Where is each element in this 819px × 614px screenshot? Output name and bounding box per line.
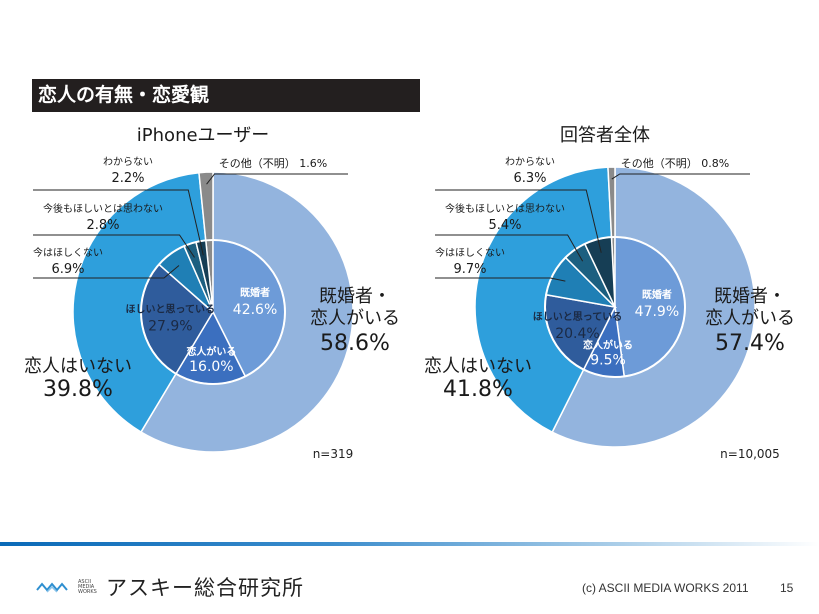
callout-label: 今はほしくない [33,246,103,259]
callout-value: 6.9% [51,262,84,277]
chart-title: 回答者全体 [560,125,650,146]
inner-slice-value: 42.6% [233,302,277,318]
pie-chart-iphone-users: iPhoneユーザーn=319既婚者42.6%恋人がいる16.0%ほしいと思って… [24,125,400,461]
callout-leader-line [611,173,750,180]
footer-divider [0,542,819,546]
callout-leader-line [435,189,602,253]
inner-slice-value: 27.9% [148,319,192,335]
callout-leader-line [435,277,566,282]
callout-label: 今後もほしいとは思わない [43,202,163,215]
logo-line: MEDIA [78,583,95,590]
outer-label: 恋人はいない [424,355,532,377]
outer-label: 恋人がいる [310,307,400,329]
callout-label: 今はほしくない [435,246,505,259]
sample-size-label: n=319 [313,447,354,461]
outer-label: 恋人はいない [24,355,132,377]
outer-label: 既婚者・ [714,286,786,307]
logo-name: アスキー総合研究所 [106,576,304,600]
logo-line: WORKS [78,588,97,595]
callout-other-label: その他（不明） 0.8% [621,157,729,170]
callout-value: 9.7% [453,262,486,277]
chart-title: iPhoneユーザー [137,125,269,146]
outer-value: 57.4% [715,331,785,356]
copyright: (c) ASCII MEDIA WORKS 2011 [582,581,749,595]
outer-label: 恋人がいる [705,307,795,329]
sample-size-label: n=10,005 [720,447,780,461]
callout-value: 6.3% [513,171,546,186]
callout-leader-line [33,265,180,279]
logo-line: ASCII [78,578,92,585]
callout-leader-line [435,234,584,262]
inner-slice-label: 恋人がいる [186,345,236,358]
inner-ring-border [140,239,286,385]
inner-slice-value: 20.4% [555,326,599,342]
callout-label: 今後もほしいとは思わない [445,202,565,215]
inner-slice-label: ほしいと思っている [126,304,216,316]
callout-other-label: その他（不明） 1.6% [219,157,327,170]
callout-value: 2.2% [111,171,144,186]
callout-label: わからない [103,156,153,168]
company-logo: ASCII MEDIA WORKS アスキー総合研究所 [36,572,304,602]
outer-value: 39.8% [43,377,113,402]
inner-ring-border [544,236,686,378]
callout-leader-line [206,173,348,185]
logo-small-text: ASCII MEDIA WORKS [78,578,100,595]
inner-slice-value: 9.5% [590,352,626,368]
inner-slice-value: 47.9% [635,304,679,320]
outer-value: 41.8% [443,377,513,402]
charts-canvas: iPhoneユーザーn=319既婚者42.6%恋人がいる16.0%ほしいと思って… [24,125,795,461]
inner-slice-value: 16.0% [189,359,233,375]
inner-slice-label: 既婚者 [240,286,270,299]
inner-slice-label: 既婚者 [642,288,672,301]
inner-slice-label: 恋人がいる [583,338,633,351]
inner-slice-label: ほしいと思っている [533,311,623,323]
wave-logo-icon [36,582,68,593]
callout-leader-line [33,189,204,256]
slide-title: 恋人の有無・恋愛観 [32,79,420,112]
callout-leader-line [33,234,195,258]
callout-value: 2.8% [86,218,119,233]
outer-value: 58.6% [320,331,390,356]
callout-label: わからない [505,156,555,168]
pie-chart-all-respondents: 回答者全体n=10,005既婚者47.9%恋人がいる9.5%ほしいと思っている2… [424,125,795,461]
outer-label: 既婚者・ [319,286,391,307]
page-number: 15 [780,581,794,595]
callout-value: 5.4% [488,218,521,233]
